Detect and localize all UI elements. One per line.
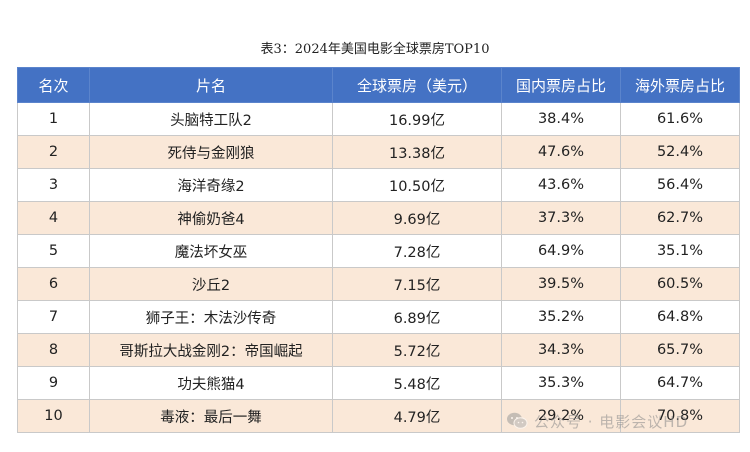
cell-rank: 7 <box>17 300 90 334</box>
cell-gross: 9.69亿 <box>332 201 502 235</box>
table-row: 6 沙丘2 7.15亿 39.5% 60.5% <box>17 267 740 301</box>
cell-overseas-share: 35.1% <box>620 234 740 268</box>
cell-gross: 5.72亿 <box>332 333 502 367</box>
cell-rank: 10 <box>17 399 90 433</box>
cell-domestic-share: 35.2% <box>501 300 621 334</box>
cell-overseas-share: 64.7% <box>620 366 740 400</box>
cell-rank: 9 <box>17 366 90 400</box>
cell-gross: 7.28亿 <box>332 234 502 268</box>
cell-title: 海洋奇缘2 <box>89 168 333 202</box>
cell-rank: 3 <box>17 168 90 202</box>
cell-overseas-share: 61.6% <box>620 102 740 136</box>
cell-rank: 1 <box>17 102 90 136</box>
cell-domestic-share: 34.3% <box>501 333 621 367</box>
cell-domestic-share: 35.3% <box>501 366 621 400</box>
cell-title: 魔法坏女巫 <box>89 234 333 268</box>
cell-title: 哥斯拉大战金刚2：帝国崛起 <box>89 333 333 367</box>
cell-gross: 16.99亿 <box>332 102 502 136</box>
cell-title: 神偷奶爸4 <box>89 201 333 235</box>
cell-domestic-share: 47.6% <box>501 135 621 169</box>
cell-overseas-share: 56.4% <box>620 168 740 202</box>
table-caption: 表3：2024年美国电影全球票房TOP10 <box>260 42 490 57</box>
table-row: 3 海洋奇缘2 10.50亿 43.6% 56.4% <box>17 168 740 202</box>
cell-domestic-share: 64.9% <box>501 234 621 268</box>
cell-title: 沙丘2 <box>89 267 333 301</box>
table-row: 9 功夫熊猫4 5.48亿 35.3% 64.7% <box>17 366 740 400</box>
cell-gross: 6.89亿 <box>332 300 502 334</box>
cell-overseas-share: 70.8% <box>620 399 740 433</box>
table-row: 8 哥斯拉大战金刚2：帝国崛起 5.72亿 34.3% 65.7% <box>17 333 740 367</box>
header-title: 片名 <box>89 67 333 103</box>
table-row: 2 死侍与金刚狼 13.38亿 47.6% 52.4% <box>17 135 740 169</box>
cell-rank: 4 <box>17 201 90 235</box>
cell-title: 功夫熊猫4 <box>89 366 333 400</box>
cell-gross: 13.38亿 <box>332 135 502 169</box>
cell-domestic-share: 29.2% <box>501 399 621 433</box>
cell-domestic-share: 43.6% <box>501 168 621 202</box>
cell-title: 死侍与金刚狼 <box>89 135 333 169</box>
cell-domestic-share: 37.3% <box>501 201 621 235</box>
cell-gross: 5.48亿 <box>332 366 502 400</box>
box-office-table: 名次 片名 全球票房（美元） 国内票房占比 海外票房占比 1 头脑特工队2 16… <box>17 67 740 433</box>
header-overseas-share: 海外票房占比 <box>620 67 740 103</box>
table-row: 10 毒液：最后一舞 4.79亿 29.2% 70.8% <box>17 399 740 433</box>
cell-overseas-share: 52.4% <box>620 135 740 169</box>
cell-overseas-share: 64.8% <box>620 300 740 334</box>
cell-domestic-share: 39.5% <box>501 267 621 301</box>
cell-gross: 7.15亿 <box>332 267 502 301</box>
table-row: 5 魔法坏女巫 7.28亿 64.9% 35.1% <box>17 234 740 268</box>
cell-gross: 10.50亿 <box>332 168 502 202</box>
header-row: 名次 片名 全球票房（美元） 国内票房占比 海外票房占比 <box>17 67 740 103</box>
cell-title: 毒液：最后一舞 <box>89 399 333 433</box>
cell-title: 狮子王：木法沙传奇 <box>89 300 333 334</box>
cell-overseas-share: 65.7% <box>620 333 740 367</box>
header-rank: 名次 <box>17 67 90 103</box>
cell-gross: 4.79亿 <box>332 399 502 433</box>
cell-rank: 8 <box>17 333 90 367</box>
cell-rank: 6 <box>17 267 90 301</box>
table-row: 7 狮子王：木法沙传奇 6.89亿 35.2% 64.8% <box>17 300 740 334</box>
cell-rank: 5 <box>17 234 90 268</box>
cell-rank: 2 <box>17 135 90 169</box>
cell-title: 头脑特工队2 <box>89 102 333 136</box>
table-row: 1 头脑特工队2 16.99亿 38.4% 61.6% <box>17 102 740 136</box>
table-row: 4 神偷奶爸4 9.69亿 37.3% 62.7% <box>17 201 740 235</box>
header-domestic-share: 国内票房占比 <box>501 67 621 103</box>
cell-overseas-share: 60.5% <box>620 267 740 301</box>
header-gross: 全球票房（美元） <box>332 67 502 103</box>
cell-overseas-share: 62.7% <box>620 201 740 235</box>
cell-domestic-share: 38.4% <box>501 102 621 136</box>
